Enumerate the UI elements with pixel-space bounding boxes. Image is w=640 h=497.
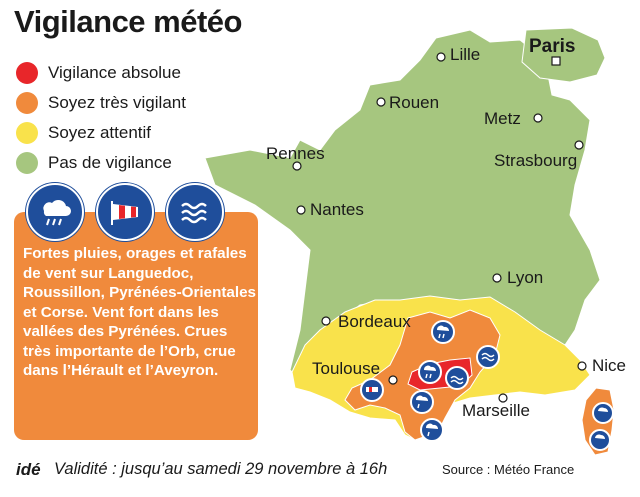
city-label-metz: Metz: [484, 109, 521, 128]
yellow-dot-icon: [16, 122, 38, 144]
legend-label: Soyez attentif: [48, 123, 152, 142]
source-text: Source : Météo France: [442, 462, 575, 477]
footer: idé Validité : jusqu’au samedi 29 novemb…: [16, 458, 387, 480]
validity-text: Validité : jusqu’au samedi 29 novembre à…: [54, 459, 388, 478]
legend-item-absolute: Vigilance absolue: [16, 58, 186, 88]
city-label-nantes: Nantes: [310, 200, 364, 219]
page-title: Vigilance météo: [14, 4, 242, 39]
info-box: [14, 212, 258, 440]
city-label-rennes: Rennes: [266, 144, 325, 163]
hazard-icons: [26, 183, 224, 241]
city-label-nice: Nice: [592, 356, 626, 375]
legend-item-attentive: Soyez attentif: [16, 118, 186, 148]
city-label-rouen: Rouen: [389, 93, 439, 112]
city-label-marseille: Marseille: [462, 401, 530, 420]
rain-storm-icon: [26, 183, 84, 241]
red-dot-icon: [16, 62, 38, 84]
legend: Vigilance absolue Soyez très vigilant So…: [16, 58, 186, 178]
city-label-paris: Paris: [529, 36, 575, 57]
info-text: Fortes pluies, orages et rafales de vent…: [23, 245, 256, 379]
orange-dot-icon: [16, 92, 38, 114]
legend-item-very-vigilant: Soyez très vigilant: [16, 88, 186, 118]
legend-label: Soyez très vigilant: [48, 93, 186, 112]
paris-inset: [521, 27, 606, 83]
ide-logo-text: idé: [16, 460, 41, 479]
wind-sock-icon: [96, 183, 154, 241]
flood-waves-icon: [166, 183, 224, 241]
city-label-lyon: Lyon: [507, 268, 543, 287]
map-markers: [360, 320, 614, 451]
city-label-lille: Lille: [450, 45, 480, 64]
city-label-bordeaux: Bordeaux: [338, 312, 411, 331]
city-label-toulouse: Toulouse: [312, 359, 380, 378]
city-label-strasbourg: Strasbourg: [494, 151, 577, 170]
legend-item-no-vigilance: Pas de vigilance: [16, 148, 186, 178]
green-dot-icon: [16, 152, 38, 174]
legend-label: Pas de vigilance: [48, 153, 172, 172]
ide-logo-icon: idé: [16, 460, 41, 479]
legend-label: Vigilance absolue: [48, 63, 181, 82]
city-markers: [292, 52, 587, 403]
